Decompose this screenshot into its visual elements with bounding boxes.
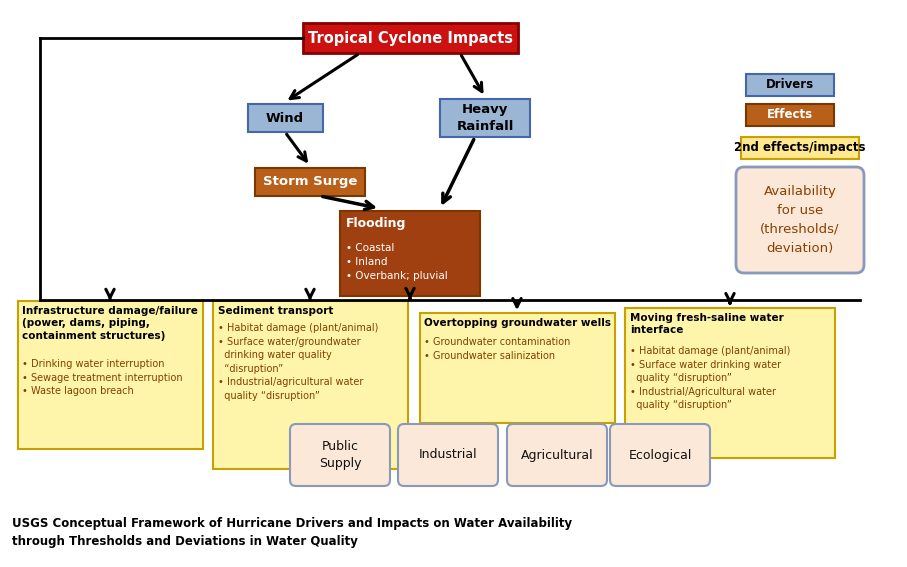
Text: Drivers: Drivers (766, 78, 814, 91)
FancyBboxPatch shape (746, 74, 834, 96)
FancyBboxPatch shape (741, 137, 859, 159)
FancyBboxPatch shape (248, 104, 323, 132)
Text: Agricultural: Agricultural (521, 448, 593, 462)
FancyBboxPatch shape (212, 301, 407, 469)
Text: • Habitat damage (plant/animal)
• Surface water/groundwater
  drinking water qua: • Habitat damage (plant/animal) • Surfac… (218, 323, 378, 401)
Text: Infrastructure damage/failure
(power, dams, piping,
containment structures): Infrastructure damage/failure (power, da… (23, 306, 199, 341)
FancyBboxPatch shape (507, 424, 607, 486)
Text: Availability
for use
(thresholds/
deviation): Availability for use (thresholds/ deviat… (760, 185, 840, 255)
FancyBboxPatch shape (625, 308, 835, 458)
Text: Tropical Cyclone Impacts: Tropical Cyclone Impacts (307, 31, 512, 45)
Text: USGS Conceptual Framework of Hurricane Drivers and Impacts on Water Availability: USGS Conceptual Framework of Hurricane D… (12, 517, 572, 548)
Text: Industrial: Industrial (419, 448, 477, 462)
FancyBboxPatch shape (610, 424, 710, 486)
FancyBboxPatch shape (440, 99, 530, 137)
Text: Moving fresh-saline water
interface: Moving fresh-saline water interface (630, 313, 784, 336)
Text: • Coastal
• Inland
• Overbank; pluvial: • Coastal • Inland • Overbank; pluvial (346, 243, 448, 281)
Text: Public
Supply: Public Supply (318, 441, 361, 469)
Text: Ecological: Ecological (629, 448, 692, 462)
Text: Heavy
Rainfall: Heavy Rainfall (456, 103, 513, 133)
FancyBboxPatch shape (420, 313, 615, 423)
FancyBboxPatch shape (290, 424, 390, 486)
FancyBboxPatch shape (736, 167, 864, 273)
Text: Sediment transport: Sediment transport (218, 306, 333, 316)
FancyBboxPatch shape (340, 210, 480, 295)
Text: 2nd effects/impacts: 2nd effects/impacts (735, 142, 866, 154)
FancyBboxPatch shape (398, 424, 498, 486)
Text: • Drinking water interruption
• Sewage treatment interruption
• Waste lagoon bre: • Drinking water interruption • Sewage t… (23, 359, 183, 396)
Text: • Groundwater contamination
• Groundwater salinization: • Groundwater contamination • Groundwate… (424, 337, 571, 361)
Text: Wind: Wind (266, 112, 304, 125)
FancyBboxPatch shape (303, 23, 518, 53)
FancyBboxPatch shape (255, 168, 365, 196)
FancyBboxPatch shape (746, 104, 834, 126)
Text: Overtopping groundwater wells: Overtopping groundwater wells (424, 318, 611, 328)
Text: Flooding: Flooding (346, 217, 406, 230)
FancyBboxPatch shape (17, 301, 202, 449)
Text: Effects: Effects (767, 108, 813, 121)
Text: • Habitat damage (plant/animal)
• Surface water drinking water
  quality “disrup: • Habitat damage (plant/animal) • Surfac… (630, 346, 790, 411)
Text: Storm Surge: Storm Surge (263, 176, 357, 188)
